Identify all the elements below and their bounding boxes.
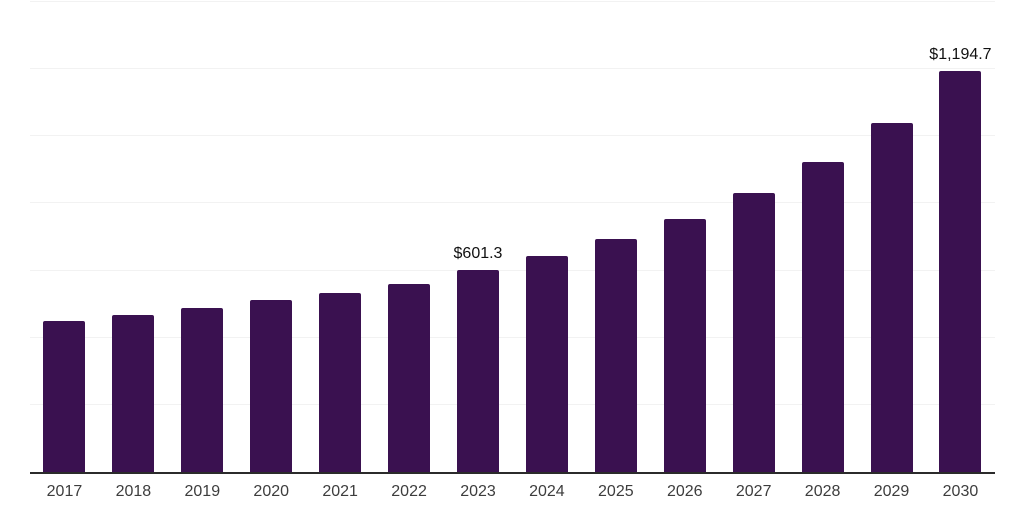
- x-tick-2023: 2023: [460, 483, 496, 500]
- bar-2024: [525, 256, 568, 472]
- bar-2018: [112, 314, 155, 472]
- x-tick-2027: 2027: [735, 483, 772, 500]
- gridline-1000: [30, 135, 995, 137]
- bar-slot-2026: [650, 2, 719, 472]
- bar-2020: [250, 299, 293, 472]
- gridline-1400: [30, 1, 995, 2]
- bar-slot-2020: [237, 2, 306, 472]
- gridline-800: [30, 202, 995, 204]
- x-tick-2030: 2030: [942, 483, 979, 500]
- gridline-1200: [30, 68, 995, 70]
- bar-slot-2022: [375, 2, 444, 472]
- x-tick-2025: 2025: [598, 483, 634, 500]
- bar-2021: [319, 292, 362, 472]
- x-tick-2017: 2017: [46, 483, 83, 500]
- x-tick-2026: 2026: [666, 483, 703, 500]
- x-tick-2018: 2018: [115, 483, 152, 500]
- x-tick-2028: 2028: [804, 483, 841, 500]
- x-tick-2029: 2029: [873, 483, 910, 500]
- x-tick-2024: 2024: [529, 483, 565, 500]
- bar-2028: [801, 162, 844, 472]
- x-tick-2022: 2022: [391, 483, 427, 500]
- bar-slot-2027: [719, 2, 788, 472]
- gridlines: [30, 1, 995, 472]
- bar-slot-2030: $1,194.7: [926, 2, 995, 472]
- gridline-200: [30, 403, 995, 405]
- bars-layer: $601.3 $1,194.7: [30, 2, 995, 472]
- x-tick-2019: 2019: [184, 483, 221, 500]
- bar-2029: [870, 122, 913, 472]
- bar-value-label-2030: $1,194.7: [929, 45, 992, 63]
- bar-2022: [388, 283, 431, 472]
- bar-slot-2028: [788, 2, 857, 472]
- bar-2026: [663, 218, 706, 472]
- bar-2027: [732, 192, 775, 472]
- bar-slot-2029: [857, 2, 926, 472]
- bar-slot-2023: $601.3: [444, 2, 513, 472]
- bar-2019: [181, 307, 224, 472]
- bar-slot-2021: [306, 2, 375, 472]
- bar-slot-2024: [512, 2, 581, 472]
- bar-2025: [594, 239, 637, 472]
- bar-slot-2025: [581, 2, 650, 472]
- plot-area: $601.3 $1,194.7: [30, 1, 995, 474]
- bar-slot-2018: [99, 2, 168, 472]
- bar-2023: [456, 270, 499, 472]
- bar-value-label-2023: $601.3: [453, 245, 503, 263]
- gridline-600: [30, 269, 995, 271]
- bar-slot-2019: [168, 2, 237, 472]
- gridline-400: [30, 336, 995, 338]
- bar-2030: [939, 70, 982, 472]
- x-tick-2020: 2020: [253, 483, 290, 500]
- x-tick-2021: 2021: [322, 483, 358, 500]
- bar-slot-2017: [30, 2, 99, 472]
- x-axis-labels: 2017 2018 2019 2020 2021 2022 2023 2024 2025 2026…: [30, 483, 995, 501]
- bar-2017: [43, 321, 86, 472]
